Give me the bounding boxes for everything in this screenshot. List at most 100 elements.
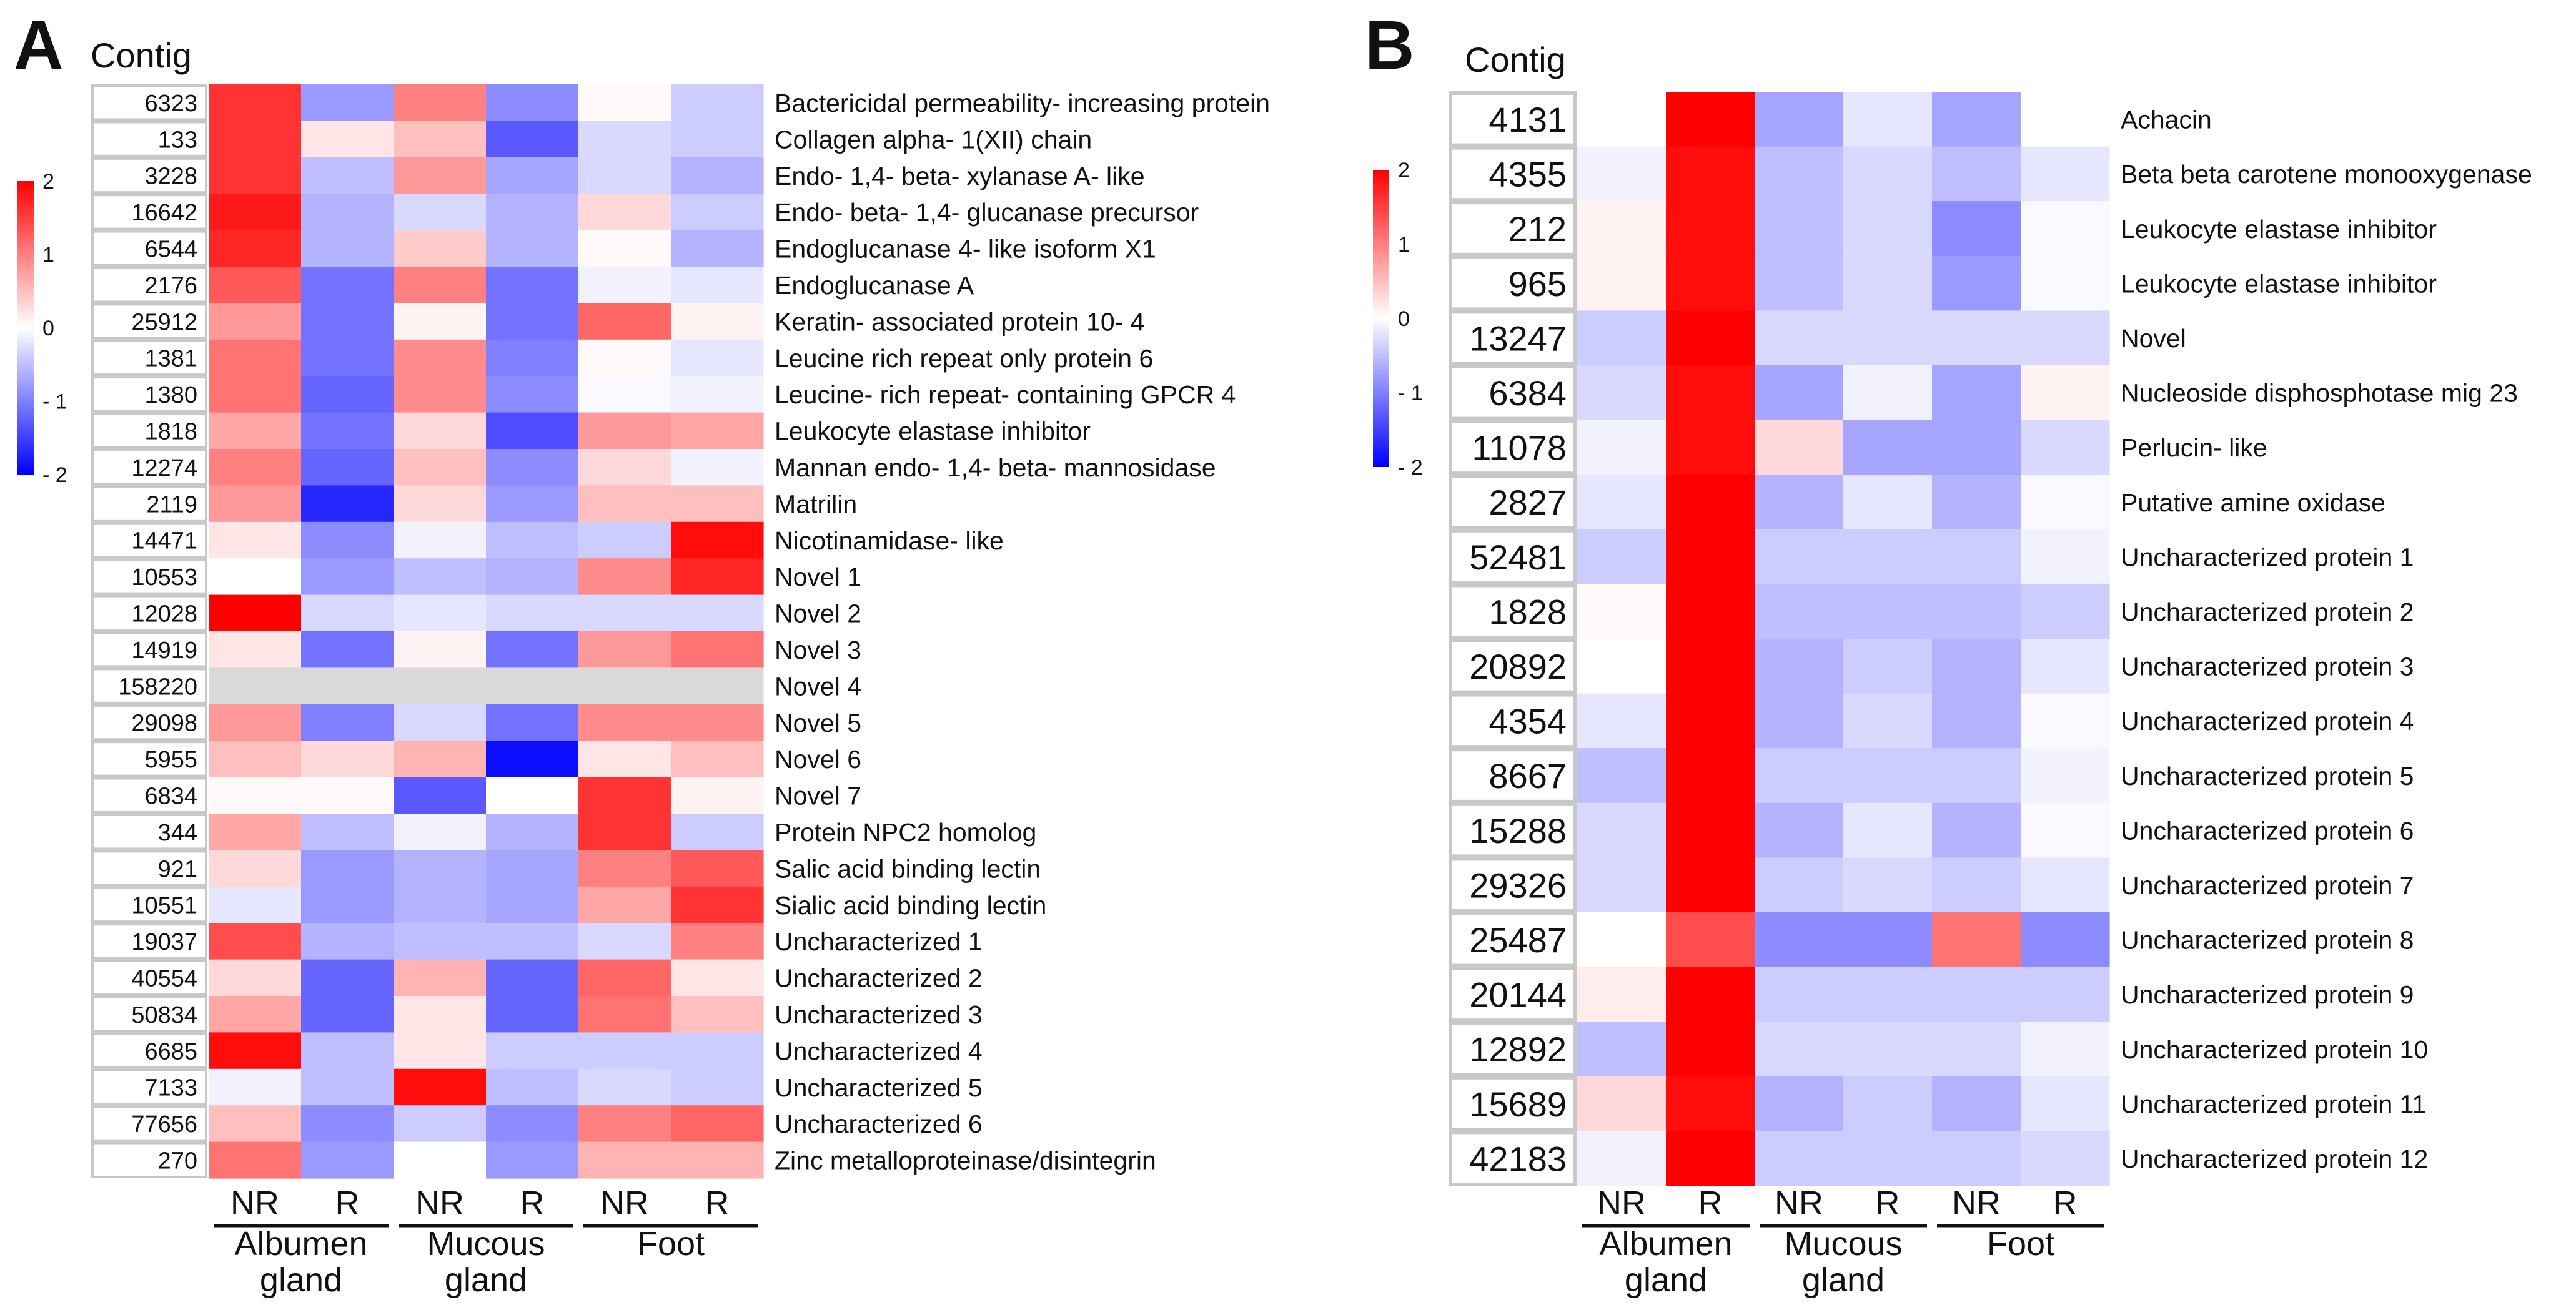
legend-tick-label: 1 xyxy=(1398,233,1410,257)
column-label: R xyxy=(705,1184,730,1222)
heatmap-cell xyxy=(486,996,579,1033)
row-label: Uncharacterized protein 8 xyxy=(2121,926,2414,955)
heatmap-cell xyxy=(209,84,302,121)
heatmap-cell xyxy=(578,157,671,194)
heatmap-cell xyxy=(486,376,579,413)
heatmap-cell xyxy=(486,594,579,632)
heatmap-cell xyxy=(2021,365,2110,421)
contig-id-box xyxy=(91,303,207,340)
heatmap-cell xyxy=(209,741,302,778)
column-group-label: Albumen xyxy=(234,1225,367,1263)
contig-id: 4355 xyxy=(1489,155,1567,194)
heatmap-cell xyxy=(1843,146,1933,202)
column-group-label: Mucous xyxy=(427,1225,545,1263)
heatmap-cell xyxy=(578,850,671,887)
row-label: Uncharacterized 2 xyxy=(775,964,983,993)
heatmap-cell xyxy=(394,339,487,377)
contig-id-box xyxy=(91,704,207,741)
heatmap-cell xyxy=(671,449,764,486)
heatmap-cell xyxy=(1932,146,2021,202)
heatmap-cell xyxy=(2021,255,2110,311)
contig-id: 50834 xyxy=(131,1002,197,1028)
heatmap-cell xyxy=(301,194,394,231)
heatmap-cell xyxy=(578,1105,671,1143)
column-label: NR xyxy=(1597,1184,1646,1222)
contig-id-box xyxy=(1449,966,1577,1023)
contig-id-box xyxy=(91,412,207,449)
column-label: NR xyxy=(1952,1184,2001,1222)
heatmap-cell xyxy=(1843,529,1933,584)
heatmap-cell xyxy=(1666,420,1755,475)
contig-id-box xyxy=(91,121,207,157)
heatmap-cell xyxy=(301,376,394,413)
heatmap-cell xyxy=(209,704,302,741)
row-label: Uncharacterized 1 xyxy=(775,927,983,956)
contig-id-box xyxy=(91,230,207,267)
heatmap-cell xyxy=(394,996,487,1033)
heatmap-cell xyxy=(1932,529,2021,584)
heatmap-cell xyxy=(486,121,579,158)
heatmap-cell xyxy=(2021,1022,2110,1077)
heatmap-cell xyxy=(486,667,579,705)
heatmap-cell xyxy=(1932,693,2021,749)
heatmap-cell xyxy=(209,1141,302,1179)
heatmap-cell xyxy=(2021,584,2110,639)
heatmap-cell xyxy=(301,1068,394,1106)
row-label: Matrilin xyxy=(775,490,857,518)
legend-tick-label: 1 xyxy=(42,244,54,267)
contig-id-box xyxy=(91,996,207,1033)
heatmap-cell xyxy=(209,376,302,413)
contig-id-box xyxy=(91,558,207,595)
contig-id: 52481 xyxy=(1469,538,1567,577)
contig-id: 20144 xyxy=(1469,975,1567,1015)
heatmap-cell xyxy=(671,339,764,377)
contig-id-box xyxy=(91,157,207,194)
row-label: Zinc metalloproteinase/disintegrin xyxy=(775,1146,1156,1175)
heatmap-cell xyxy=(394,267,487,303)
row-label: Leucine rich repeat only protein 6 xyxy=(775,344,1153,373)
heatmap-cell xyxy=(2021,693,2110,749)
heatmap-cell xyxy=(1932,802,2021,858)
contig-id: 2827 xyxy=(1489,483,1567,522)
contig-id: 5955 xyxy=(144,747,197,773)
heatmap-cell xyxy=(209,1105,302,1143)
row-label: Uncharacterized protein 12 xyxy=(2121,1145,2428,1173)
heatmap-cell xyxy=(1755,584,1844,639)
heatmap-cell xyxy=(301,121,394,158)
panel-a: A Contig 2 1 0 - 1 - 2 6323 Bactericidal permeab… xyxy=(14,7,1270,1299)
heatmap-cell xyxy=(1755,1076,1844,1131)
heatmap-cell xyxy=(301,704,394,741)
heatmap-cell xyxy=(1577,146,1667,202)
contig-id: 29326 xyxy=(1469,865,1567,905)
row-label: Uncharacterized protein 5 xyxy=(2121,762,2414,790)
legend-tick-label: 0 xyxy=(1398,307,1410,331)
contig-id-box xyxy=(91,850,207,887)
heatmap-cell xyxy=(486,485,579,523)
contig-id: 12274 xyxy=(131,455,197,481)
contig-id: 4354 xyxy=(1489,702,1567,741)
heatmap-cell xyxy=(1932,475,2021,530)
contig-id-box xyxy=(91,267,207,303)
heatmap-cell xyxy=(1932,255,2021,311)
heatmap-cell xyxy=(1755,1022,1844,1077)
row-label: Uncharacterized protein 1 xyxy=(2121,543,2414,571)
heatmap-cell xyxy=(301,267,394,303)
row-label: Novel 1 xyxy=(775,563,861,591)
heatmap-cell xyxy=(1577,420,1667,475)
heatmap-cell xyxy=(671,594,764,632)
heatmap-cell xyxy=(1755,92,1844,147)
heatmap-cell xyxy=(394,449,487,486)
contig-id: 965 xyxy=(1508,264,1567,303)
heatmap-cell xyxy=(1666,857,1755,913)
heatmap-cell xyxy=(394,594,487,632)
contig-id-box xyxy=(91,521,207,559)
row-label: Uncharacterized protein 10 xyxy=(2121,1035,2428,1064)
heatmap-cell xyxy=(1932,1131,2021,1186)
heatmap-cell xyxy=(671,412,764,450)
contig-id-box xyxy=(91,959,207,996)
contig-id: 158220 xyxy=(118,674,197,700)
row-label: Novel 6 xyxy=(775,745,861,774)
contig-id: 1818 xyxy=(144,418,197,445)
heatmap-cell xyxy=(1843,1131,1933,1186)
heatmap-cell xyxy=(1932,201,2021,257)
